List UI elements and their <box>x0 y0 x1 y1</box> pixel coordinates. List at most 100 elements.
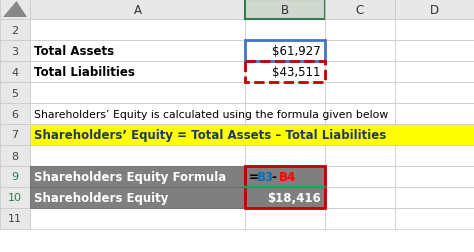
Bar <box>325 41 395 62</box>
Bar <box>395 145 474 166</box>
Text: C: C <box>356 4 364 16</box>
Text: Shareholders Equity Formula: Shareholders Equity Formula <box>34 170 226 183</box>
Bar <box>245 62 325 83</box>
Bar <box>245 166 325 187</box>
Bar <box>395 166 474 187</box>
Text: A: A <box>134 4 142 16</box>
Bar <box>325 208 395 229</box>
Text: 3: 3 <box>11 46 18 56</box>
Polygon shape <box>3 2 27 18</box>
Bar <box>0 166 30 187</box>
Text: 9: 9 <box>11 172 18 182</box>
Text: Total Liabilities: Total Liabilities <box>34 66 135 79</box>
Bar <box>0 187 30 208</box>
Bar <box>325 0 395 20</box>
Bar <box>0 0 30 20</box>
Bar <box>245 62 325 83</box>
Bar <box>0 124 30 145</box>
Bar <box>245 124 325 145</box>
Text: Shareholders’ Equity is calculated using the formula given below: Shareholders’ Equity is calculated using… <box>34 109 388 119</box>
Bar <box>30 41 245 62</box>
Text: 4: 4 <box>11 67 18 77</box>
Bar <box>325 20 395 41</box>
Bar <box>395 104 474 124</box>
Text: $61,927: $61,927 <box>272 45 321 58</box>
Bar <box>30 166 245 187</box>
Bar <box>325 187 395 208</box>
Bar <box>0 62 30 83</box>
Text: 2: 2 <box>11 25 18 35</box>
Bar <box>395 83 474 104</box>
Text: $43,511: $43,511 <box>273 66 321 79</box>
Bar <box>325 83 395 104</box>
Bar <box>30 208 245 229</box>
Bar <box>0 104 30 124</box>
Bar <box>0 0 30 20</box>
Bar <box>395 124 474 145</box>
Bar <box>0 41 30 62</box>
Bar <box>0 83 30 104</box>
Bar <box>0 62 30 83</box>
Bar <box>325 166 395 187</box>
Bar <box>0 145 30 166</box>
Bar <box>0 124 30 145</box>
Bar <box>325 62 395 83</box>
Text: 6: 6 <box>11 109 18 119</box>
Bar <box>0 166 30 187</box>
Bar <box>0 145 30 166</box>
Bar <box>325 0 395 20</box>
Bar <box>245 145 325 166</box>
Text: Shareholders’ Equity = Total Assets – Total Liabilities: Shareholders’ Equity = Total Assets – To… <box>34 129 386 141</box>
Bar <box>30 83 245 104</box>
Text: 10: 10 <box>8 193 22 203</box>
Text: 8: 8 <box>11 151 18 161</box>
Bar <box>30 187 245 208</box>
Bar <box>0 208 30 229</box>
Text: -: - <box>271 170 276 183</box>
Text: D: D <box>430 4 439 16</box>
Bar <box>30 187 325 208</box>
Bar <box>395 62 474 83</box>
Bar <box>245 0 325 20</box>
Bar <box>0 208 30 229</box>
Bar <box>30 62 245 83</box>
Text: Shareholders Equity: Shareholders Equity <box>34 191 168 204</box>
Text: =: = <box>249 170 259 183</box>
Text: 11: 11 <box>8 214 22 224</box>
Bar <box>245 41 325 62</box>
Bar <box>30 0 245 20</box>
Bar <box>395 0 474 20</box>
Bar <box>30 124 474 145</box>
Bar <box>245 187 325 208</box>
Bar <box>245 208 325 229</box>
Bar <box>245 104 325 124</box>
Bar <box>245 166 325 208</box>
Text: B: B <box>281 4 289 16</box>
Bar <box>0 20 30 41</box>
Bar <box>30 166 325 187</box>
Bar <box>395 208 474 229</box>
Bar <box>395 187 474 208</box>
Text: B3: B3 <box>257 170 274 183</box>
Bar <box>30 104 245 124</box>
Bar <box>245 41 325 62</box>
Bar <box>0 20 30 41</box>
Bar <box>0 104 30 124</box>
Bar <box>245 20 325 41</box>
Text: 5: 5 <box>11 88 18 98</box>
Bar <box>325 124 395 145</box>
Text: 7: 7 <box>11 130 18 140</box>
Bar <box>0 83 30 104</box>
Text: $18,416: $18,416 <box>267 191 321 204</box>
Bar <box>395 41 474 62</box>
Text: B4: B4 <box>279 170 296 183</box>
Bar <box>0 41 30 62</box>
Bar <box>30 124 245 145</box>
Bar <box>30 0 245 20</box>
Text: Total Assets: Total Assets <box>34 45 114 58</box>
Bar <box>325 145 395 166</box>
Bar <box>30 20 245 41</box>
Bar <box>30 145 245 166</box>
Bar <box>395 0 474 20</box>
Bar <box>325 104 395 124</box>
